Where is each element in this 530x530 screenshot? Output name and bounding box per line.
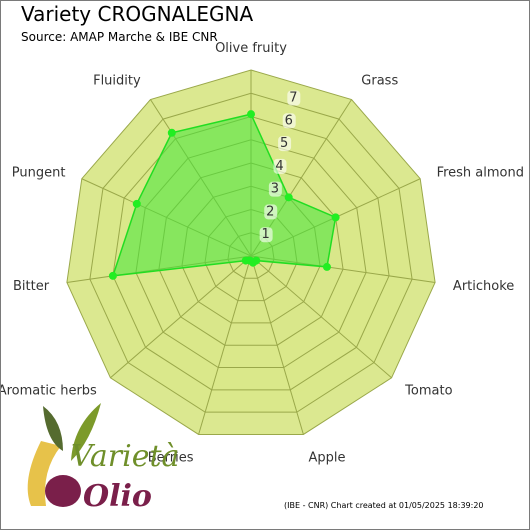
axis-label: Tomato <box>404 384 452 399</box>
tick-label-bg <box>268 181 282 197</box>
tick-label-bg <box>278 136 292 152</box>
data-point <box>132 199 141 208</box>
tick-label: 2 <box>266 204 274 219</box>
logo-word-varieta: Varietà <box>71 439 179 474</box>
chart-title: Variety CROGNALEGNA <box>21 2 254 26</box>
axis-label: Bitter <box>13 279 50 294</box>
logo-olive <box>45 475 81 507</box>
data-point <box>241 256 250 265</box>
radar-axis-labels: Olive fruity Grass Fresh almond Artichoke To… <box>1 41 524 466</box>
data-point <box>108 271 117 280</box>
tick-label-bg <box>259 227 273 243</box>
axis-label: Aromatic herbs <box>1 384 97 399</box>
tick-label-bg <box>287 90 301 106</box>
tick-label: 3 <box>271 182 279 197</box>
data-point <box>331 213 340 222</box>
radar-series <box>108 110 340 280</box>
axis-label: Fluidity <box>93 73 141 88</box>
logo-word-olio: Olio <box>83 479 152 514</box>
varieta-olio-logo: Varietà Olio <box>27 403 179 514</box>
logo-leaf-right <box>71 403 101 461</box>
tick-label: 5 <box>280 136 288 151</box>
data-point <box>167 128 176 137</box>
radar-spoke <box>198 255 252 435</box>
logo-one-stroke <box>27 441 62 506</box>
radar-spoke <box>110 255 252 379</box>
footer-credit: (IBE - CNR) Chart created at 01/05/2025 … <box>284 501 484 510</box>
tick-label: 1 <box>261 227 269 242</box>
axis-label: Berries <box>148 451 194 466</box>
radar-tick-labels: 1 2 3 4 5 6 7 <box>259 90 301 243</box>
axis-label: Grass <box>361 73 398 88</box>
data-point <box>247 110 255 119</box>
chart-subtitle: Source: AMAP Marche & IBE CNR <box>21 30 218 44</box>
tick-label-bg <box>282 113 296 129</box>
radar-spoke <box>250 255 304 435</box>
data-point <box>284 193 293 202</box>
radar-spoke <box>250 255 392 379</box>
data-point <box>322 262 331 271</box>
axis-label: Olive fruity <box>215 41 287 56</box>
tick-label: 6 <box>285 113 293 128</box>
tick-label-bg <box>273 158 287 174</box>
axis-label: Fresh almond <box>437 165 524 180</box>
tick-label: 7 <box>289 90 297 105</box>
logo-leaf-left <box>43 406 63 451</box>
axis-label: Pungent <box>12 165 66 180</box>
tick-label: 4 <box>275 159 283 174</box>
axis-label: Artichoke <box>453 279 514 294</box>
axis-label: Apple <box>308 451 345 466</box>
tick-label-bg <box>264 204 278 220</box>
